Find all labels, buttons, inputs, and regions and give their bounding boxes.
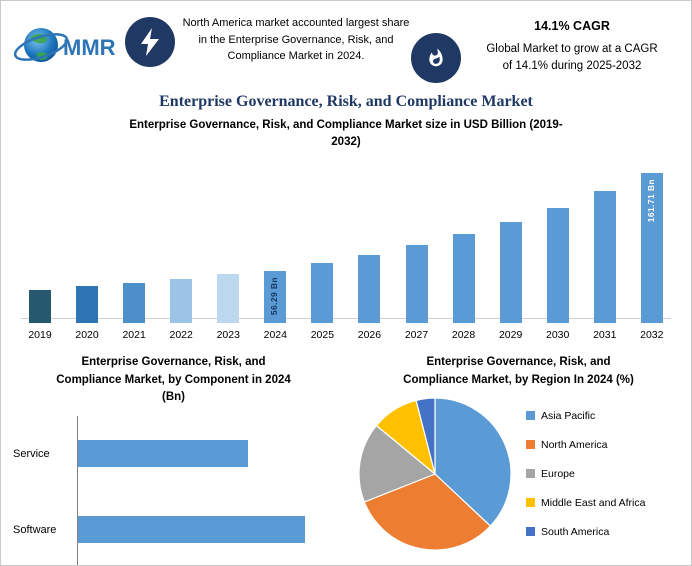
mmr-logo: MMR (13, 15, 125, 82)
year-label: 2023 (216, 329, 240, 342)
bar-2029 (499, 222, 522, 324)
region-legend: Asia Pacific North America Europe Middle Ea… (526, 410, 645, 538)
x-axis-line (21, 318, 671, 320)
globe-icon: MMR (13, 28, 116, 62)
bar-2027 (405, 245, 428, 324)
bar-column-2028: 2028 (447, 160, 481, 342)
flame-badge (411, 33, 461, 83)
bar-column-2022: 2022 (164, 160, 198, 342)
legend-label: South America (541, 525, 610, 538)
hbar-service (78, 440, 249, 468)
year-label: 2021 (122, 329, 146, 342)
cagr-block: 14.1% CAGR Global Market to grow at a CA… (461, 11, 683, 74)
year-label: 2025 (310, 329, 335, 342)
component-chart: Enterprise Governance, Risk, and Complia… (1, 346, 346, 565)
bar-column-2020: 2020 (70, 160, 104, 342)
component-plot: Service Software (7, 416, 332, 565)
year-label: 2022 (169, 329, 193, 342)
bar-column-2021: 2021 (117, 160, 151, 342)
component-chart-title: Enterprise Governance, Risk, and Complia… (56, 356, 291, 403)
bar-column-2031: 2031 (588, 160, 622, 342)
year-label: 2029 (498, 329, 523, 342)
market-size-plot-columns: 2019 2020 2021 2022 2023 56.29 Bn 2024 2025 2026… (21, 160, 671, 342)
bar-2031 (593, 191, 616, 324)
page-title: Enterprise Governance, Risk, and Complia… (159, 93, 533, 110)
bar-column-2029: 2029 (494, 160, 528, 342)
bar-2024: 56.29 Bn (264, 271, 287, 324)
legend-swatch (526, 411, 535, 421)
component-category-labels: Service Software (7, 416, 77, 565)
legend-label: Europe (541, 467, 575, 480)
year-label: 2024 (263, 329, 287, 342)
region-chart-title: Enterprise Governance, Risk, and Complia… (403, 356, 634, 386)
bar-column-2019: 2019 (23, 160, 57, 342)
cagr-heading: 14.1% CAGR (534, 19, 610, 33)
region-pie-row: Asia Pacific North America Europe Middle Ea… (346, 395, 691, 553)
legend-swatch (526, 440, 535, 450)
market-size-chart: Enterprise Governance, Risk, and Complia… (1, 117, 691, 342)
legend-label: Asia Pacific (541, 409, 596, 422)
legend-swatch (526, 498, 535, 508)
bar-2032: 161.71 Bn (640, 173, 663, 324)
legend-item-europe: Europe (526, 468, 645, 480)
region-chart: Enterprise Governance, Risk, and Complia… (346, 346, 691, 565)
year-label: 2028 (451, 329, 476, 342)
legend-item-north-america: North America (526, 439, 645, 451)
pie-slice-south-america (415, 397, 436, 474)
year-label: 2027 (404, 329, 429, 342)
cagr-description: Global Market to grow at a CAGR of 14.1%… (486, 43, 658, 72)
legend-swatch (526, 527, 535, 537)
region-pie (358, 397, 512, 551)
bar-column-2027: 2027 (400, 160, 434, 342)
bar-2025 (311, 263, 334, 324)
legend-item-asia-pacific: Asia Pacific (526, 410, 645, 422)
legend-label: North America (541, 438, 608, 451)
legend-item-south-america: South America (526, 526, 645, 538)
header: MMR North America market accounted large… (1, 1, 691, 89)
component-label-software: Software (13, 524, 57, 537)
bar-2020 (76, 286, 99, 324)
bar-2023 (217, 274, 240, 324)
bar-2030 (546, 208, 569, 324)
year-label: 2019 (28, 329, 52, 342)
bar-2022 (170, 279, 193, 324)
legend-swatch (526, 469, 535, 479)
flame-icon (429, 48, 443, 67)
market-size-plot: 2019 2020 2021 2022 2023 56.29 Bn 2024 2025 2026… (21, 160, 671, 342)
bottom-charts: Enterprise Governance, Risk, and Complia… (1, 346, 691, 565)
lightning-icon (141, 28, 159, 56)
bar-column-2024: 56.29 Bn 2024 (258, 160, 292, 342)
bar-2021 (123, 283, 146, 324)
bar-column-2030: 2030 (541, 160, 575, 342)
bar-2019 (29, 290, 51, 324)
hbar-software (78, 515, 306, 543)
market-size-chart-title: Enterprise Governance, Risk, and Complia… (129, 119, 563, 148)
pie-slice-north-america (363, 473, 492, 551)
bar-column-2032: 161.71 Bn 2032 (635, 160, 669, 342)
component-label-service: Service (13, 448, 50, 461)
year-label: 2026 (357, 329, 382, 342)
legend-label: Middle East and Africa (541, 496, 646, 509)
bar-column-2025: 2025 (305, 160, 339, 342)
year-label: 2032 (640, 329, 664, 342)
bar-column-2023: 2023 (211, 160, 245, 342)
bar-2026 (358, 255, 381, 324)
mmr-logo-text: MMR (63, 35, 116, 60)
lightning-badge (125, 17, 175, 67)
component-bars (77, 416, 332, 565)
pie-slice-europe (358, 424, 437, 503)
bar-value-label: 161.71 Bn (645, 179, 656, 223)
bar-column-2026: 2026 (352, 160, 386, 342)
year-label: 2031 (593, 329, 617, 342)
year-label: 2030 (546, 329, 570, 342)
legend-item-middle-east-and-africa: Middle East and Africa (526, 497, 645, 509)
na-highlight-text: North America market accounted largest s… (182, 17, 410, 62)
pie-slice-asia-pacific (434, 397, 512, 527)
bar-2028 (452, 234, 475, 324)
bar-value-label: 56.29 Bn (269, 277, 280, 316)
year-label: 2020 (75, 329, 99, 342)
